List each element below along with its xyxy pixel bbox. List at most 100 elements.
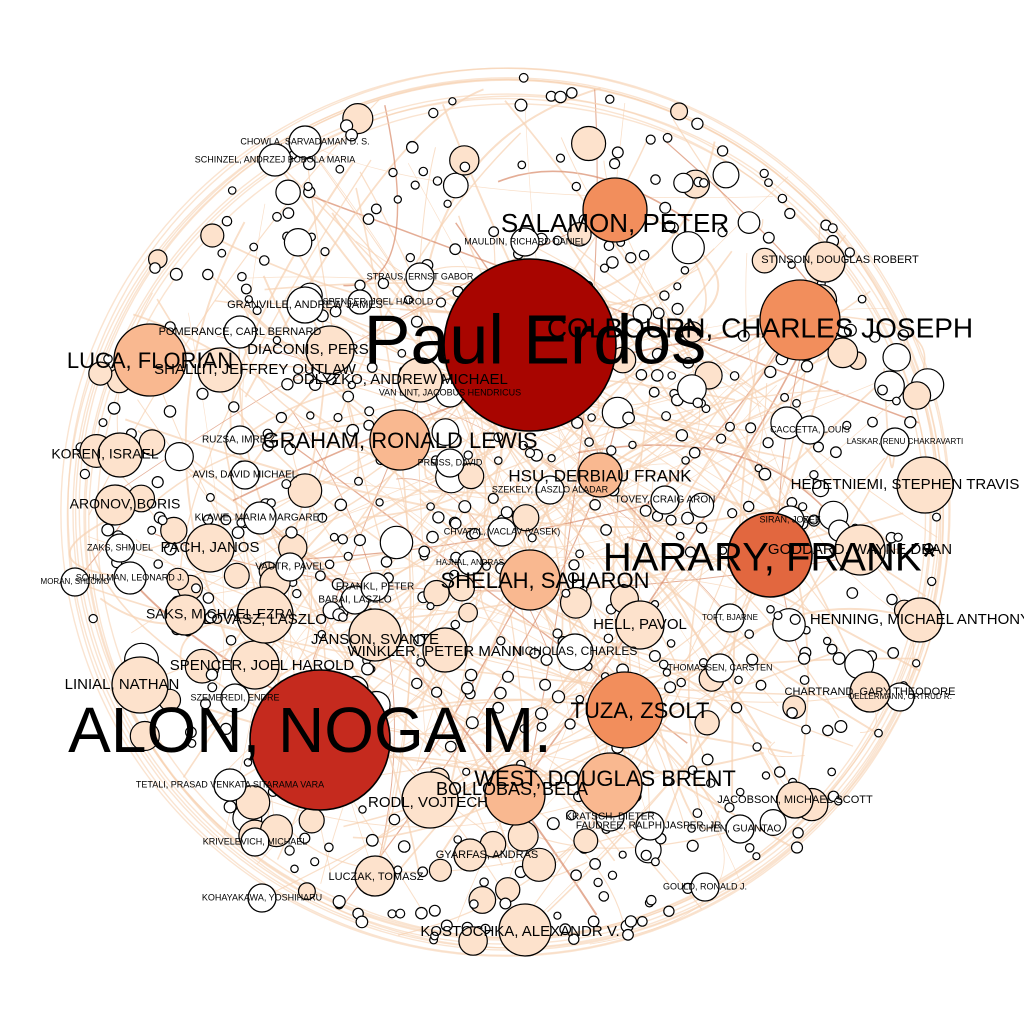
node-label-salamon: SALAMON, PETER [501,208,729,238]
node-label-winkler: WINKLER, PETER MANN [347,643,522,660]
minor-node [611,146,624,159]
minor-node [329,305,342,318]
minor-node [598,891,610,902]
minor-node [298,807,325,834]
minor-node [789,613,801,625]
minor-node [458,602,479,623]
minor-node [494,686,507,700]
minor-node [691,117,704,131]
minor-node [737,329,750,342]
minor-node [650,174,661,185]
node-moran [60,567,90,597]
minor-node [651,347,665,361]
minor-node [514,98,528,112]
node-label-west: WEST, DOUGLAS BRENT [474,766,736,791]
node-laskar [880,427,910,457]
minor-node [98,418,108,428]
node-graham [369,409,431,471]
minor-node [405,141,419,154]
minor-node [157,515,168,526]
minor-node [163,405,177,418]
minor-node [428,904,441,917]
graph-edge [612,452,643,711]
graph-edge [524,241,689,363]
node-label-saks: SAKS, MICHAEL EZRA [146,606,295,622]
minor-node [777,193,788,204]
graph-edge [349,469,742,884]
minor-node [681,321,704,343]
node-label-graham: GRAHAM, RONALD LEWIS [262,428,537,453]
minor-node [712,161,740,189]
minor-node [397,348,407,358]
minor-node [448,97,457,106]
minor-node [426,502,435,511]
minor-node [366,362,378,373]
minor-node [559,923,572,936]
minor-node [354,279,366,291]
minor-node [342,390,355,403]
node-preiss [435,448,465,478]
minor-node [675,429,689,442]
minor-node [886,593,898,606]
node-label-szemeredi: SZEMEREDI, ENDRE [190,692,279,702]
minor-node [687,824,696,833]
node-label-shallit: SHALLIT, JEFFREY OUTLAW [154,361,357,378]
minor-node [546,817,560,831]
minor-node [426,601,435,611]
node-chartrand [849,671,891,713]
node-alon [249,669,391,811]
node-label-vanlint: VAN LINT, JACOBUS HENDRICUS [379,387,521,397]
minor-node [284,845,295,856]
minor-node [431,418,460,447]
minor-node [547,454,556,463]
minor-node [622,928,634,941]
minor-node [462,767,471,776]
minor-node [625,252,637,264]
minor-node [706,778,716,788]
minor-node [375,498,384,507]
minor-node [302,157,316,171]
minor-node [564,718,576,730]
node-label-bollobas: BOLLOBAS, BELA [436,779,588,799]
minor-node [648,649,661,662]
minor-node [431,686,443,698]
minor-node [658,659,669,670]
node-label-hedetniemi: HEDETNIEMI, STEPHEN TRAVIS [791,476,1020,493]
minor-node [744,842,755,853]
minor-node [645,894,657,906]
minor-node [882,342,911,372]
minor-node [758,467,772,481]
node-label-spencer: SPENCER, JOEL HAROLD [170,657,355,674]
minor-node [287,473,323,508]
node-colbourn [759,279,841,361]
minor-node [281,378,294,391]
minor-node [565,87,578,99]
graph-edge [239,331,476,470]
graph-edge [139,404,710,686]
node-luca [113,323,187,397]
minor-node [252,305,262,316]
graph-edge [244,88,484,398]
minor-node [603,633,614,644]
node-layer [60,125,954,957]
graph-edge [616,199,720,319]
minor-node [227,186,237,195]
minor-node [101,523,115,537]
minor-node [555,153,566,163]
minor-node [686,839,699,852]
minor-node [565,809,577,821]
minor-node [79,468,91,480]
minor-node [745,422,757,434]
minor-node [692,397,704,409]
minor-node [244,295,253,304]
minor-node [507,820,539,852]
node-stinson [804,241,846,283]
node-zaks [105,533,135,563]
node-avis [230,460,260,490]
minor-node [877,384,888,396]
minor-node [636,916,648,927]
minor-node [584,437,594,447]
node-diaconis [305,325,355,375]
minor-node [701,753,714,766]
node-label-schulman: SCHULMAN, LEONARD J. [76,572,185,582]
